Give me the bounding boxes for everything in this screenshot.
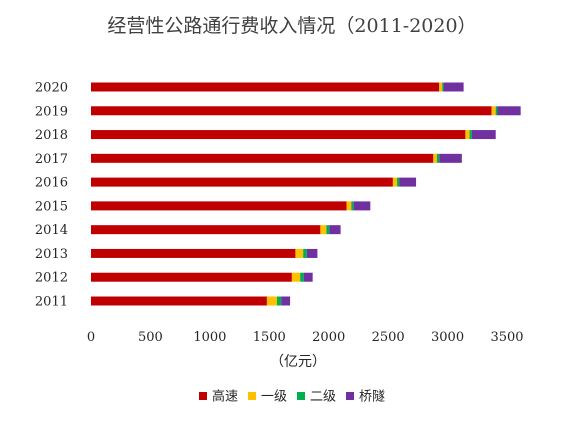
legend-swatch	[248, 392, 256, 400]
y-tick-label: 2017	[35, 152, 68, 167]
bar-segment-2011-series-3	[281, 296, 291, 306]
x-tick-label: 2000	[312, 330, 345, 345]
y-tick-label: 2013	[35, 247, 68, 262]
x-tick-label: 1000	[193, 330, 226, 345]
bar-segment-2020-series-3	[443, 82, 464, 92]
bar-segment-2017-series-3	[439, 153, 462, 163]
y-tick-label: 2012	[35, 271, 68, 286]
bar-segment-2013-series-1	[295, 248, 304, 258]
bar-segment-2016-series-2	[397, 177, 400, 187]
bar-segment-2015-series-0	[91, 201, 347, 211]
y-tick-labels: 2011 2012 2013 2014 2015 2016 2017 2018 2019 2020	[35, 81, 68, 310]
bar-segment-2020-series-1	[439, 82, 443, 92]
bar-segment-2012-series-0	[91, 272, 292, 282]
y-tick-label: 2011	[35, 295, 68, 310]
bar-segment-2013-series-2	[303, 248, 307, 258]
y-tick-label: 2018	[35, 128, 68, 143]
bar-segment-2019-series-3	[497, 106, 521, 116]
bar-segment-2014-series-0	[91, 225, 321, 235]
legend-label: 桥隧	[359, 389, 385, 405]
bar-segment-2011-series-1	[266, 296, 278, 306]
x-tick-label: 1500	[253, 330, 286, 345]
bar-segment-2019-series-2	[495, 106, 498, 116]
bar-segment-2018-series-3	[471, 130, 496, 140]
bar-segment-2017-series-2	[436, 153, 440, 163]
y-tick-label: 2019	[35, 104, 68, 119]
x-tick-label: 2500	[372, 330, 405, 345]
bar-segment-2018-series-1	[465, 130, 470, 140]
bar-segment-2018-series-0	[91, 130, 466, 140]
legend-label: 一级	[261, 390, 287, 405]
bar-segment-2011-series-0	[91, 296, 267, 306]
bar-segment-2013-series-3	[306, 248, 318, 258]
x-tick-labels: 0 500 1000 1500 2000 2500 3000 3500	[87, 330, 524, 345]
x-axis-title: （亿元）	[270, 354, 326, 370]
bar-segment-2019-series-0	[91, 106, 492, 116]
bar-segment-2012-series-3	[303, 272, 313, 282]
bar-segment-2016-series-0	[91, 177, 393, 187]
bar-segment-2017-series-1	[433, 153, 437, 163]
bar-segment-2015-series-1	[346, 201, 352, 211]
bar-segment-2014-series-3	[329, 225, 341, 235]
bar-segment-2015-series-3	[353, 201, 371, 211]
legend-swatch	[346, 392, 354, 400]
bar-segment-2020-series-2	[442, 82, 444, 92]
bar-segment-2018-series-2	[469, 130, 472, 140]
bar-segment-2019-series-1	[491, 106, 496, 116]
bar-segment-2016-series-1	[392, 177, 398, 187]
bar-segment-2015-series-2	[351, 201, 354, 211]
x-tick-label: 3500	[490, 330, 523, 345]
bar-segment-2011-series-2	[277, 296, 282, 306]
bar-segment-2020-series-0	[91, 82, 440, 92]
y-tick-label: 2020	[35, 81, 68, 96]
bar-segment-2017-series-0	[91, 153, 434, 163]
chart-title: 经营性公路通行费收入情况（2011-2020）	[107, 15, 476, 37]
bar-segment-2014-series-1	[320, 225, 327, 235]
legend: 高速 一级 二级 桥隧	[199, 389, 385, 405]
legend-swatch	[199, 392, 207, 400]
bars-group	[91, 82, 521, 306]
legend-swatch	[297, 392, 305, 400]
bar-segment-2013-series-0	[91, 248, 296, 258]
y-tick-label: 2014	[35, 223, 68, 238]
legend-label: 高速	[212, 389, 238, 405]
bar-segment-2016-series-3	[399, 177, 417, 187]
bar-segment-2012-series-2	[300, 272, 304, 282]
bar-segment-2014-series-2	[326, 225, 330, 235]
legend-label: 二级	[310, 390, 336, 405]
y-tick-label: 2015	[35, 199, 68, 214]
x-tick-label: 0	[87, 330, 95, 345]
y-tick-label: 2016	[35, 176, 68, 191]
bar-segment-2012-series-1	[291, 272, 301, 282]
x-tick-label: 500	[138, 330, 163, 345]
x-tick-label: 3000	[431, 330, 464, 345]
